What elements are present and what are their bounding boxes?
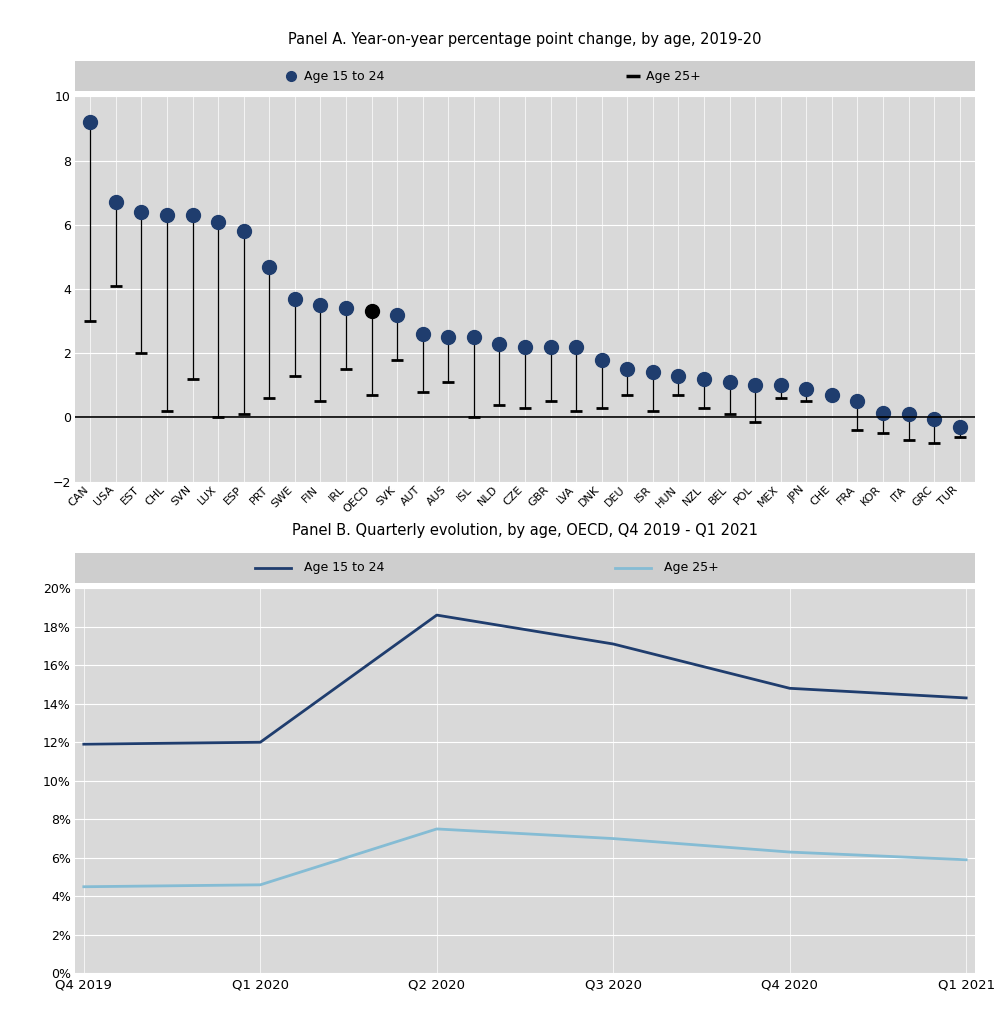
Text: Age 25+: Age 25+ (646, 70, 701, 82)
Text: Panel B. Quarterly evolution, by age, OECD, Q4 2019 - Q1 2021: Panel B. Quarterly evolution, by age, OE… (292, 523, 758, 538)
Text: Age 15 to 24: Age 15 to 24 (304, 70, 385, 82)
Text: Age 25+: Age 25+ (664, 562, 719, 574)
Text: Panel A. Year-on-year percentage point change, by age, 2019-20: Panel A. Year-on-year percentage point c… (288, 31, 762, 47)
Text: Age 15 to 24: Age 15 to 24 (304, 562, 385, 574)
